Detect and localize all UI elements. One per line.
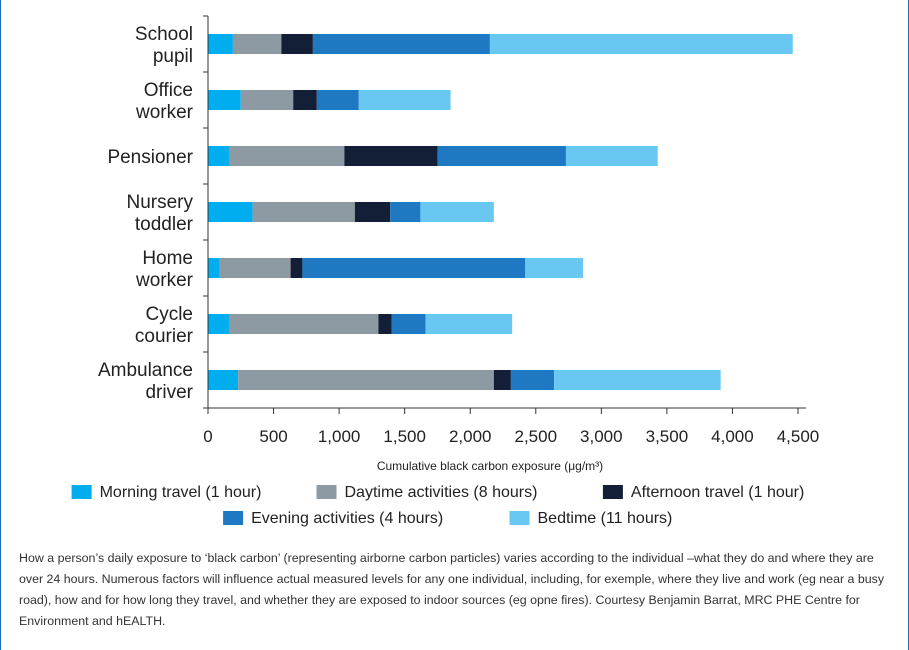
x-tick-label: 0 <box>203 427 212 446</box>
bar-segment-5-5 <box>525 258 583 278</box>
bar-segment-3-5 <box>565 146 658 166</box>
bar-segment-1-4 <box>312 34 490 54</box>
bar-segment-6-4 <box>391 314 426 334</box>
category-label-4: Nursery toddler <box>126 192 193 235</box>
legend-label-3: Afternoon travel (1 hour) <box>631 484 804 501</box>
legend-item-3: Afternoon travel (1 hour) <box>602 484 804 501</box>
legend-label-1: Morning travel (1 hour) <box>100 484 262 501</box>
category-label-7: Ambulance driver <box>98 360 194 403</box>
bars-layer <box>208 34 793 390</box>
bar-segment-4-4 <box>390 202 421 222</box>
category-label-2: Office worker <box>135 80 194 123</box>
x-ticks-layer: 0 500 1,000 1,500 2,000 2,500 3,000 3,500 4,000 4… <box>203 408 819 446</box>
x-tick-label: 3,000 <box>580 427 623 446</box>
stacked-bar-chart: 0 500 1,000 1,500 2,000 2,500 3,000 3,500 4,000 4… <box>71 15 819 527</box>
bar-segment-5-2 <box>219 258 291 278</box>
bar-segment-4-2 <box>252 202 355 222</box>
bar-segment-3-4 <box>437 146 566 166</box>
bar-segment-7-3 <box>493 370 511 390</box>
figure-caption: How a person’s daily exposure to ‘black … <box>19 551 885 628</box>
category-label-1: School pupil <box>135 24 193 67</box>
bar-segment-4-5 <box>420 202 494 222</box>
bar-segment-6-5 <box>425 314 513 334</box>
bar-segment-2-5 <box>358 90 451 110</box>
legend-swatch-5 <box>509 511 530 525</box>
bar-segment-5-3 <box>290 258 303 278</box>
bar-segment-1-3 <box>281 34 313 54</box>
bar-segment-7-2 <box>238 370 494 390</box>
axes-layer <box>203 15 806 409</box>
legend-item-4: Evening activities (4 hours) <box>223 510 443 527</box>
legend-item-2: Daytime activities (8 hours) <box>316 484 538 501</box>
category-label-6: Cycle courier <box>135 304 194 347</box>
legend-swatch-4 <box>223 511 244 525</box>
bar-segment-5-1 <box>208 258 220 278</box>
legend-label-4: Evening activities (4 hours) <box>251 510 443 527</box>
legend: Morning travel (1 hour) Daytime activitie… <box>71 484 804 527</box>
x-tick-label: 4,500 <box>777 427 820 446</box>
x-tick-label: 3,500 <box>646 427 689 446</box>
bar-segment-2-2 <box>240 90 294 110</box>
legend-item-1: Morning travel (1 hour) <box>71 484 262 501</box>
bar-segment-6-3 <box>378 314 392 334</box>
x-axis-label: Cumulative black carbon exposure (μg/m³) <box>377 459 603 473</box>
x-tick-label: 1,500 <box>383 427 426 446</box>
bar-segment-1-2 <box>232 34 282 54</box>
bar-segment-2-3 <box>293 90 317 110</box>
bar-segment-6-2 <box>228 314 379 334</box>
bar-segment-3-3 <box>344 146 438 166</box>
bar-segment-2-1 <box>208 90 241 110</box>
category-label-3: Pensioner <box>107 147 193 168</box>
bar-segment-6-1 <box>208 314 229 334</box>
category-label-5: Home worker <box>135 248 194 291</box>
bar-segment-2-4 <box>316 90 359 110</box>
x-tick-label: 1,000 <box>318 427 361 446</box>
x-tick-label: 2,500 <box>515 427 558 446</box>
bar-segment-1-5 <box>489 34 793 54</box>
bar-segment-7-5 <box>554 370 721 390</box>
bar-segment-5-4 <box>302 258 526 278</box>
legend-swatch-1 <box>71 485 92 499</box>
legend-swatch-3 <box>602 485 623 499</box>
bar-segment-1-1 <box>208 34 233 54</box>
bar-segment-3-1 <box>208 146 229 166</box>
bar-segment-4-1 <box>208 202 253 222</box>
category-labels-layer: School pupil Office worker Pensioner Nursery t… <box>98 24 194 403</box>
bar-segment-3-2 <box>228 146 345 166</box>
x-tick-label: 500 <box>259 427 287 446</box>
legend-item-5: Bedtime (11 hours) <box>509 510 673 527</box>
bar-segment-4-3 <box>354 202 391 222</box>
legend-swatch-2 <box>316 485 337 499</box>
legend-label-2: Daytime activities (8 hours) <box>345 484 538 501</box>
bar-segment-7-4 <box>510 370 555 390</box>
x-tick-label: 2,000 <box>449 427 492 446</box>
legend-label-5: Bedtime (11 hours) <box>538 510 673 527</box>
bar-segment-7-1 <box>208 370 239 390</box>
x-tick-label: 4,000 <box>711 427 754 446</box>
